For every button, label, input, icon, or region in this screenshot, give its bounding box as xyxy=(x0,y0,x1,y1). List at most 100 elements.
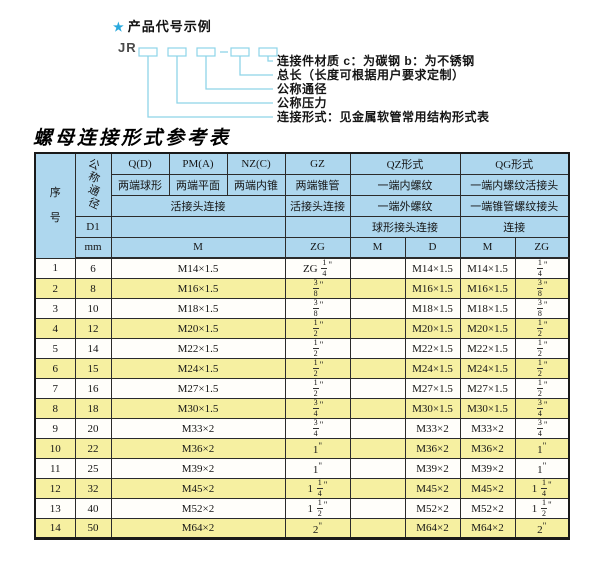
product-code-diagram-graphic xyxy=(138,47,278,118)
table-cell: M45×2 xyxy=(404,478,461,499)
table-cell: 1" xyxy=(284,438,351,459)
table-cell: ZG 1 4 " xyxy=(284,257,351,279)
table-cell: M33×2 xyxy=(404,418,461,439)
table-cell: M30×1.5 xyxy=(459,398,516,419)
table-cell: 3 8 " xyxy=(514,278,570,299)
table-cell: 1 xyxy=(34,257,76,279)
table-cell: 10 xyxy=(34,438,76,459)
table-cell: M30×1.5 xyxy=(404,398,461,419)
table-cell: 1" xyxy=(284,458,351,479)
table-cell: 1" xyxy=(514,438,570,459)
code-label-diameter: 公称通径 xyxy=(277,82,328,96)
table-cell: 22 xyxy=(74,438,112,459)
table-row: 7 16 M27×1.5 1 2 " M27×1.5 M27×1.5 1 2 " xyxy=(34,378,570,399)
table-cell: M64×2 xyxy=(110,518,286,539)
table-cell: M45×2 xyxy=(459,478,516,499)
code-label-length: 总长（长度可根据用户要求定制） xyxy=(277,68,465,82)
table-cell: 2" xyxy=(514,518,570,539)
table-cell: 14 xyxy=(74,338,112,359)
table-cell xyxy=(349,518,406,539)
table-title: 螺母连接形式参考表 xyxy=(33,128,232,149)
header-qz-conn: 球形接头连接 xyxy=(349,215,461,238)
table-cell: 5 xyxy=(34,338,76,359)
table-cell: M64×2 xyxy=(459,518,516,539)
header-qg-zg: ZG xyxy=(514,236,570,259)
header-union-conn: 活接头连接 xyxy=(110,194,286,217)
header-qg-desc1: 一端内螺纹活接头 xyxy=(459,173,570,196)
table-cell: 3 4 " xyxy=(284,418,351,439)
table-cell xyxy=(349,358,406,379)
header-zg-thread: ZG xyxy=(284,236,351,259)
table-cell: 4 xyxy=(34,318,76,339)
table-cell: M20×1.5 xyxy=(459,318,516,339)
table-cell: 3 4 " xyxy=(514,398,570,419)
table-cell: M36×2 xyxy=(404,438,461,459)
table-row: 1 6 M14×1.5 ZG 1 4 " M14×1.5 M14×1.5 1 4 " xyxy=(34,257,570,279)
table-cell xyxy=(349,278,406,299)
table-cell: M39×2 xyxy=(404,458,461,479)
header-col-qz: QZ形式 xyxy=(349,152,461,175)
table-cell: M22×1.5 xyxy=(459,338,516,359)
table-row: 6 15 M24×1.5 1 2 " M24×1.5 M24×1.5 1 2 " xyxy=(34,358,570,379)
table-cell: 3 8 " xyxy=(284,298,351,319)
table-body: 1 6 M14×1.5 ZG 1 4 " M14×1.5 M14×1.5 1 4 " 2 8 M16×1.… xyxy=(34,257,570,539)
table-row: 2 8 M16×1.5 3 8 " M16×1.5 M16×1.5 3 8 " xyxy=(34,278,570,299)
table-cell: M16×1.5 xyxy=(459,278,516,299)
table-cell: M14×1.5 xyxy=(459,257,516,279)
header-q-desc: 两端球形 xyxy=(110,173,170,196)
table-cell: M39×2 xyxy=(459,458,516,479)
code-label-conn-form: 连接形式：见金属软管常用结构形式表 xyxy=(277,110,490,124)
table-cell: 12 xyxy=(74,318,112,339)
table-cell: 8 xyxy=(74,278,112,299)
header-col-gz: GZ xyxy=(284,152,351,175)
table-row: 3 10 M18×1.5 3 8 " M18×1.5 M18×1.5 3 8 " xyxy=(34,298,570,319)
table-cell: M20×1.5 xyxy=(110,318,286,339)
table-row: 14 50 M64×2 2" M64×2 M64×2 2" xyxy=(34,518,570,539)
table-cell: 12 xyxy=(34,478,76,499)
table-cell: M18×1.5 xyxy=(459,298,516,319)
header-d1: D1 xyxy=(74,215,112,238)
table-cell: 3 4 " xyxy=(284,398,351,419)
table-cell: 3 xyxy=(34,298,76,319)
table-cell: 1 2 " xyxy=(284,318,351,339)
table-cell: 50 xyxy=(74,518,112,539)
table-cell xyxy=(349,257,406,279)
table-cell: M45×2 xyxy=(110,478,286,499)
header-qg-m: M xyxy=(459,236,516,259)
table-cell xyxy=(349,318,406,339)
table-cell: M22×1.5 xyxy=(110,338,286,359)
header-qg-desc2: 一端锥管螺纹接头 xyxy=(459,194,570,217)
table-cell: 1 1 2 " xyxy=(514,498,570,519)
product-code-prefix: JR xyxy=(118,40,137,55)
header-col-qg: QG形式 xyxy=(459,152,570,175)
table-cell: M30×1.5 xyxy=(110,398,286,419)
table-cell: M39×2 xyxy=(110,458,286,479)
code-label-material: 连接件材质 c：为碳钢 b：为不锈钢 xyxy=(277,54,475,68)
table-cell: 1 2 " xyxy=(284,378,351,399)
header-col-nz: NZ(C) xyxy=(226,152,286,175)
table-cell: 1 2 " xyxy=(284,338,351,359)
table-cell: 40 xyxy=(74,498,112,519)
header-col-q: Q(D) xyxy=(110,152,170,175)
table-cell: M33×2 xyxy=(110,418,286,439)
header-qg-conn: 连接 xyxy=(459,215,570,238)
header-empty-2 xyxy=(284,215,351,238)
table-cell: M24×1.5 xyxy=(459,358,516,379)
table-cell: 2" xyxy=(284,518,351,539)
diagram-title: ★ 产品代号示例 xyxy=(113,16,212,35)
table-cell xyxy=(349,478,406,499)
table-row: 4 12 M20×1.5 1 2 " M20×1.5 M20×1.5 1 2 " xyxy=(34,318,570,339)
table-cell: 1 1 4 " xyxy=(284,478,351,499)
table-cell: M52×2 xyxy=(404,498,461,519)
header-pm-desc: 两端平面 xyxy=(168,173,228,196)
table-cell: 15 xyxy=(74,358,112,379)
header-qz-desc2: 一端外螺纹 xyxy=(349,194,461,217)
table-cell: 3 8 " xyxy=(514,298,570,319)
header-m-thread: M xyxy=(110,236,286,259)
header-mm: mm xyxy=(74,236,112,259)
header-qz-m: M xyxy=(349,236,406,259)
table-cell: 1 2 " xyxy=(514,338,570,359)
header-nominal-diameter: 公称通径 xyxy=(74,152,112,217)
table-cell: 1 2 " xyxy=(514,318,570,339)
table-cell: M18×1.5 xyxy=(404,298,461,319)
